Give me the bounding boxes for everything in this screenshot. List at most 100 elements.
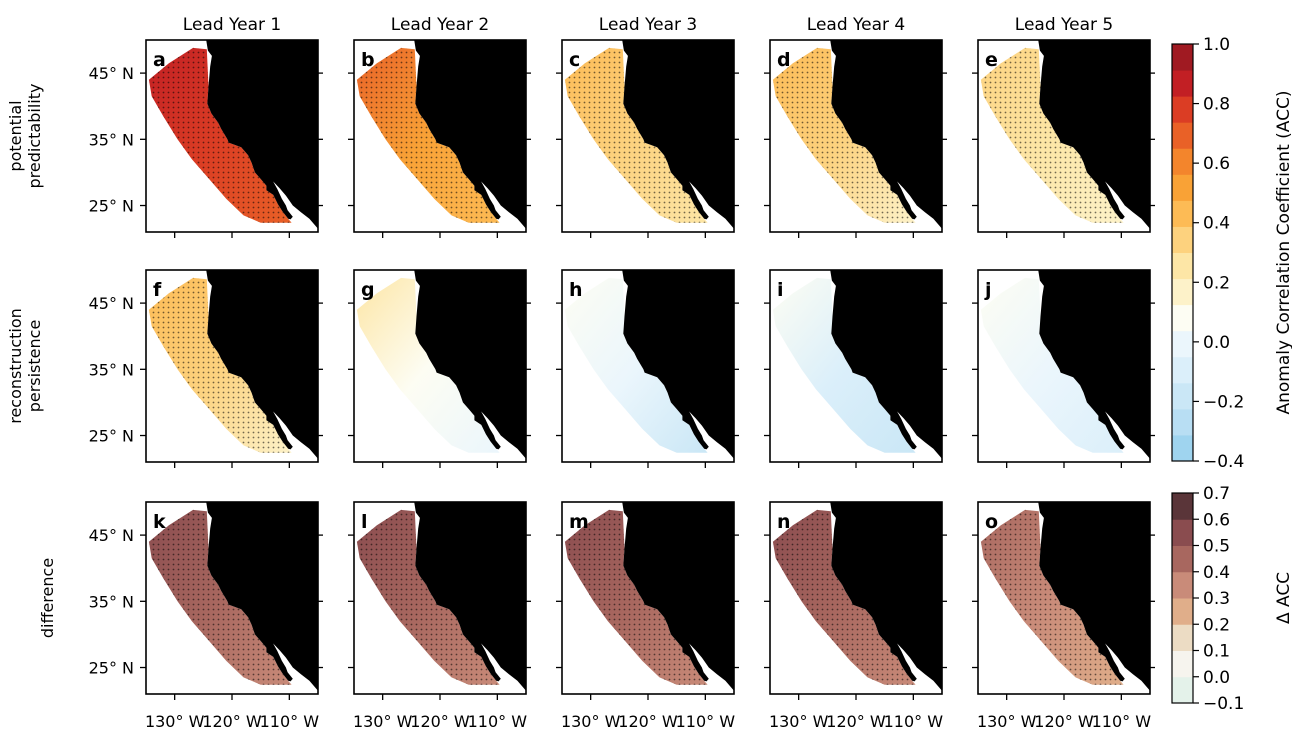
- data-field-h: [564, 277, 708, 453]
- map-panel-g: g: [348, 269, 531, 468]
- land-mask: [414, 502, 526, 691]
- colorbar-swatch: [1172, 226, 1193, 253]
- map-panel-m: m: [556, 501, 739, 700]
- colorbar-tick-label: 0.0: [1203, 668, 1230, 688]
- map-panel-b: b: [348, 39, 531, 238]
- column-title: Lead Year 4: [807, 15, 905, 35]
- panel-letter: h: [569, 279, 583, 301]
- colorbar-swatch: [1172, 408, 1193, 436]
- land-mask: [622, 270, 734, 459]
- colorbar-swatch: [1172, 252, 1193, 280]
- land-mask: [206, 502, 318, 691]
- lat-tick-label: 35° N: [89, 592, 134, 611]
- lon-tick-label: 110° W: [676, 712, 736, 731]
- colorbar-tick-label: 0.8: [1203, 95, 1230, 115]
- colorbar-swatch: [1172, 434, 1193, 462]
- land-mask: [1038, 502, 1150, 691]
- map-panel-j: j: [972, 269, 1155, 468]
- column-title: Lead Year 1: [183, 15, 281, 35]
- land-mask: [830, 40, 942, 229]
- land-mask: [1038, 40, 1150, 229]
- column-title: Lead Year 5: [1015, 15, 1113, 35]
- colorbar-swatch: [1172, 493, 1193, 520]
- colorbar-swatch: [1172, 356, 1193, 384]
- significance-stipple: [148, 47, 292, 223]
- axis-labels: 45° N 35° N 25° N 45° N 35° N 25° N 45° N 35° N…: [89, 64, 1152, 731]
- land-mask: [206, 270, 318, 459]
- colorbar-swatch: [1172, 278, 1193, 306]
- lon-tick-label: 110° W: [884, 712, 944, 731]
- lon-tick-label: 120° W: [618, 712, 678, 731]
- colorbar-swatch: [1172, 122, 1193, 149]
- colorbar-frame: [1171, 43, 1194, 462]
- row-label: reconstructionpersistence: [6, 308, 44, 424]
- colorbar-tick-label: 0.6: [1203, 154, 1230, 174]
- map-panel-a: a: [140, 39, 323, 238]
- map-panel-o: o: [972, 501, 1155, 700]
- colorbar-swatch: [1172, 330, 1193, 358]
- land-mask: [1038, 270, 1150, 459]
- map-panel-f: f: [140, 269, 323, 468]
- colorbars: 1.0 0.8 0.6 0.4 0.2 0.0 −0.2 −0.4 Anomaly Correl…: [1171, 35, 1292, 714]
- colorbar-delta-acc: 0.7 0.6 0.5 0.4 0.3 0.2 0.1 0.0 −0.1 Δ ACC: [1171, 484, 1292, 714]
- data-field-j: [980, 277, 1124, 453]
- significance-stipple: [772, 47, 916, 223]
- colorbar-tick-label: 0.7: [1203, 484, 1230, 504]
- map-panel-k: k: [140, 501, 323, 700]
- lat-tick-label: 25° N: [89, 197, 134, 216]
- colorbar-swatch: [1172, 200, 1193, 227]
- significance-stipple: [564, 47, 708, 223]
- colorbar-acc: 1.0 0.8 0.6 0.4 0.2 0.0 −0.2 −0.4 Anomaly Correl…: [1171, 35, 1292, 472]
- land-mask: [830, 270, 942, 459]
- map-panel-n: n: [764, 501, 947, 700]
- land-mask: [622, 502, 734, 691]
- colorbar-tick-label: 1.0: [1203, 35, 1230, 55]
- colorbar-tick-label: 0.4: [1203, 214, 1230, 234]
- land-mask: [414, 40, 526, 229]
- map-panel-c: c: [556, 39, 739, 238]
- colorbar-tick-label: 0.0: [1203, 333, 1230, 353]
- colorbar-swatch: [1172, 70, 1193, 97]
- row-labels: potentialpredictability reconstructionper…: [6, 84, 57, 639]
- colorbar-swatch: [1172, 96, 1193, 123]
- colorbar-swatch: [1172, 650, 1193, 678]
- colorbar-tick-label: 0.2: [1203, 615, 1230, 635]
- lat-tick-label: 45° N: [89, 526, 134, 545]
- panel-letter: n: [777, 511, 791, 533]
- map-panel-d: d: [764, 39, 947, 238]
- map-panel-e: e: [972, 39, 1155, 238]
- panel-letter: k: [153, 511, 166, 533]
- colorbar-label: Δ ACC: [1274, 572, 1292, 624]
- colorbar-swatch: [1172, 304, 1193, 332]
- colorbar-tick-label: 0.1: [1203, 642, 1230, 662]
- significance-stipple: [148, 277, 292, 453]
- lon-tick-label: 130° W: [353, 712, 413, 731]
- panel-letter: l: [361, 511, 368, 533]
- colorbar-swatch: [1172, 519, 1193, 546]
- lat-tick-label: 35° N: [89, 130, 134, 149]
- colorbar-tick-label: 0.2: [1203, 273, 1230, 293]
- panel-grid: a b c d e f g h i j k l m n o: [140, 39, 1155, 700]
- lat-tick-label: 45° N: [89, 64, 134, 83]
- colorbar-tick-label: 0.3: [1203, 589, 1230, 609]
- colorbar-tick-label: −0.4: [1203, 452, 1244, 472]
- lon-tick-label: 130° W: [561, 712, 621, 731]
- lon-tick-label: 120° W: [1034, 712, 1094, 731]
- colorbar-swatch: [1172, 571, 1193, 599]
- lon-tick-label: 120° W: [410, 712, 470, 731]
- land-mask: [830, 502, 942, 691]
- lon-tick-label: 110° W: [1092, 712, 1152, 731]
- panel-letter: e: [985, 49, 998, 71]
- significance-stipple: [148, 509, 292, 685]
- lon-tick-label: 130° W: [145, 712, 205, 731]
- lat-tick-label: 35° N: [89, 360, 134, 379]
- significance-stipple: [356, 509, 500, 685]
- colorbar-tick-label: 0.4: [1203, 563, 1230, 583]
- panel-letter: f: [153, 279, 162, 301]
- panel-letter: g: [361, 279, 375, 301]
- column-title: Lead Year 2: [391, 15, 489, 35]
- map-panel-h: h: [556, 269, 739, 468]
- lon-tick-label: 110° W: [260, 712, 320, 731]
- significance-stipple: [980, 509, 1124, 685]
- colorbar-tick-label: 0.6: [1203, 510, 1230, 530]
